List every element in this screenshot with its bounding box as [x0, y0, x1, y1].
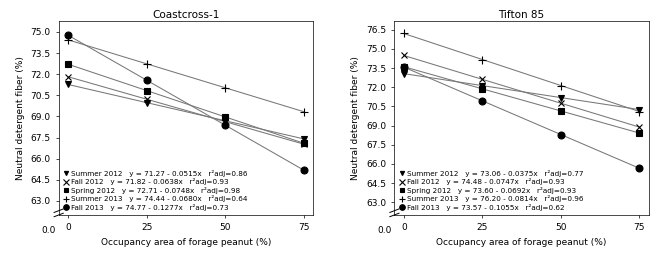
Title: Coastcross-1: Coastcross-1 [152, 10, 220, 20]
Legend: Summer 2012   y = 73.06 - 0.0375x   r²adj=0.77, Fall 2012   y = 74.48 - 0.0747x : Summer 2012 y = 73.06 - 0.0375x r²adj=0.… [397, 168, 585, 212]
Text: 0.0: 0.0 [378, 226, 392, 235]
Legend: Summer 2012   y = 71.27 - 0.0515x   r²adj=0.86, Fall 2012   y = 71.82 - 0.0638x : Summer 2012 y = 71.27 - 0.0515x r²adj=0.… [61, 168, 249, 212]
Title: Tifton 85: Tifton 85 [499, 10, 544, 20]
X-axis label: Occupancy area of forage peanut (%): Occupancy area of forage peanut (%) [436, 238, 607, 247]
Y-axis label: Neutral detergent fiber (%): Neutral detergent fiber (%) [351, 56, 361, 180]
X-axis label: Occupancy area of forage peanut (%): Occupancy area of forage peanut (%) [100, 238, 271, 247]
Y-axis label: Neutral detergent fiber (%): Neutral detergent fiber (%) [16, 56, 25, 180]
Text: 0.0: 0.0 [42, 226, 56, 235]
